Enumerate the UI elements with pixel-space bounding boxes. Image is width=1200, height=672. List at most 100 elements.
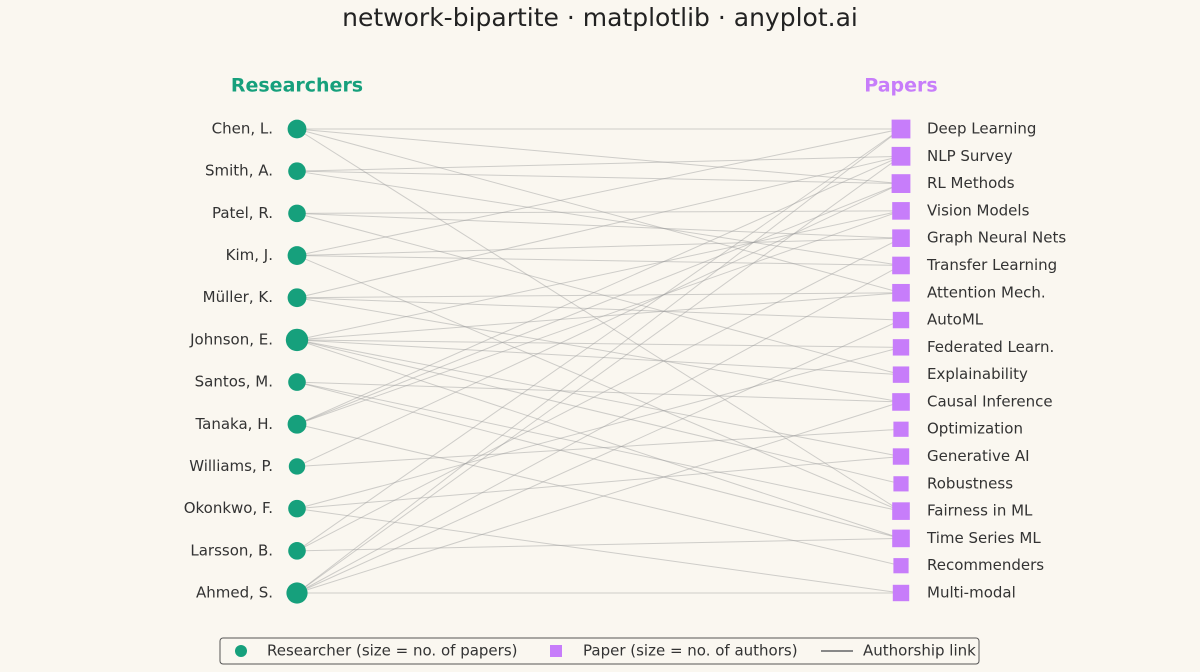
legend-link: Authorship link [863,642,976,660]
paper-label: Graph Neural Nets [927,229,1066,247]
authorship-link [296,155,902,594]
paper-node [892,229,910,247]
authorship-link [296,210,902,425]
researcher-node [285,328,309,352]
authorship-link [296,428,902,467]
paper-label: Generative AI [927,447,1030,465]
authorship-link [296,381,902,539]
authorship-link [296,237,902,552]
paper-node [891,119,911,139]
researcher-label: Kim, J. [226,246,273,264]
authorship-link [296,339,902,376]
legend-paper: Paper (size = no. of authors) [583,642,798,660]
title: network-bipartite · matplotlib · anyplot… [342,3,858,32]
paper-node [892,393,910,411]
authorship-link [296,255,902,266]
paper-node [892,448,910,465]
authorship-link [296,508,902,594]
authorship-link [296,346,902,510]
researcher-node [288,204,306,223]
authorship-link [296,212,902,239]
paper-node [892,502,910,520]
left-header: Researchers [231,75,363,97]
paper-label: Federated Learn. [927,338,1054,356]
authorship-link [296,381,902,512]
legend-paper-marker [550,645,562,657]
paper-label: Transfer Learning [926,256,1057,274]
researcher-node [288,373,306,391]
researcher-label: Okonkwo, F. [184,499,273,517]
paper-node [892,339,910,356]
paper-label: Optimization [927,420,1023,438]
researcher-label: Santos, M. [195,373,273,391]
authorship-link [296,212,902,376]
authorship-link [296,292,902,299]
nodes: Chen, L. Smith, A. Patel, R. Kim, J. Müller,… [184,119,1066,604]
paper-label: AutoML [927,311,984,329]
authorship-link [296,183,902,467]
paper-label: Deep Learning [927,120,1036,138]
legend-researcher: Researcher (size = no. of papers) [267,642,518,660]
paper-node [892,584,910,602]
paper-node [892,311,910,329]
researcher-label: Patel, R. [212,204,273,222]
researcher-node [288,458,306,475]
authorship-link [296,339,902,458]
legend-box [219,637,980,665]
authorship-link [296,128,902,512]
researcher-label: Williams, P. [189,457,273,475]
authorship-link [296,155,902,172]
paper-node [893,421,909,437]
paper-node [891,146,911,166]
authorship-link [296,128,902,257]
authorship-link [296,170,902,266]
researcher-node [287,246,307,265]
paper-label: RL Methods [927,174,1015,192]
researcher-node [288,542,306,560]
paper-node [891,174,911,193]
paper-label: Vision Models [927,201,1030,219]
authorship-link [296,339,902,485]
researcher-label: Johnson, E. [189,330,273,348]
authorship-link [296,170,902,185]
researcher-node [288,162,306,180]
paper-label: Time Series ML [926,529,1041,547]
researcher-label: Müller, K. [203,288,273,306]
paper-node [892,366,910,383]
researcher-label: Ahmed, S. [196,584,273,602]
paper-node [892,202,910,220]
paper-node [892,529,910,548]
authorship-link [296,297,902,321]
researcher-node [287,119,307,139]
authorship-link [296,255,902,512]
researcher-label: Tanaka, H. [194,415,273,433]
authorship-link [296,423,902,567]
researcher-label: Chen, L. [212,120,273,138]
authorship-link [296,128,902,594]
paper-label: Fairness in ML [927,502,1033,520]
researcher-node [287,288,307,308]
authorship-link [296,128,902,552]
authorship-link [296,237,902,257]
legend-researcher-marker [235,645,247,657]
paper-label: Recommenders [927,556,1044,574]
researcher-node [287,414,307,434]
edges [296,128,902,594]
paper-label: Causal Inference [927,392,1053,410]
authorship-link [296,297,902,403]
authorship-link [296,128,902,185]
authorship-link [296,537,902,552]
legend: Researcher (size = no. of papers) Paper … [219,637,980,665]
paper-node [893,476,909,492]
authorship-link [296,128,902,294]
authorship-link [296,339,902,539]
authorship-link [296,456,902,510]
researcher-label: Larsson, B. [190,541,273,559]
authorship-link [296,319,902,594]
paper-node [892,283,910,302]
authorship-link [296,183,902,425]
authorship-link [296,401,902,594]
paper-label: Explainability [927,365,1028,383]
